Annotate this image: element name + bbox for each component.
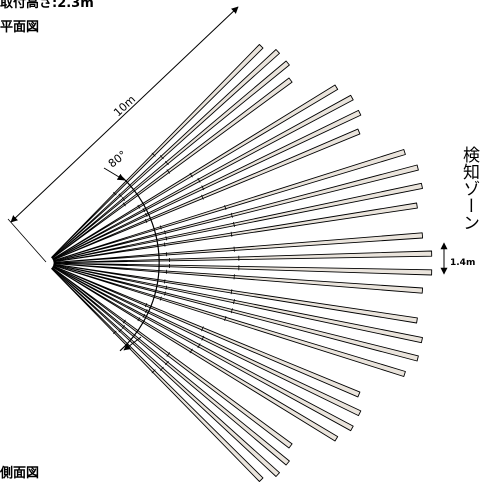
angle-label: 80°: [106, 148, 129, 170]
detection-beams: [52, 45, 432, 482]
detection-beam: [52, 268, 289, 465]
detection-beam: [54, 265, 406, 376]
beam-segment-tick: [166, 236, 167, 240]
detection-zone-label: 検知ゾーン: [452, 146, 480, 231]
angle-arc: [120, 175, 159, 351]
beam-segment-tick: [164, 243, 165, 247]
plan-view-title: 平面図: [0, 21, 39, 34]
zone-width-label: 1.4m: [450, 259, 475, 268]
beam-segment-tick: [164, 279, 165, 283]
detection-beam: [54, 150, 406, 261]
beam-segment-tick: [166, 286, 167, 290]
distance-extension-line: [8, 219, 46, 262]
detection-beam: [52, 61, 289, 258]
distance-label: 10m: [111, 93, 138, 119]
side-view-title: 側面図: [0, 467, 39, 480]
mount-height-label: 取付高さ:2.3m: [0, 0, 94, 10]
